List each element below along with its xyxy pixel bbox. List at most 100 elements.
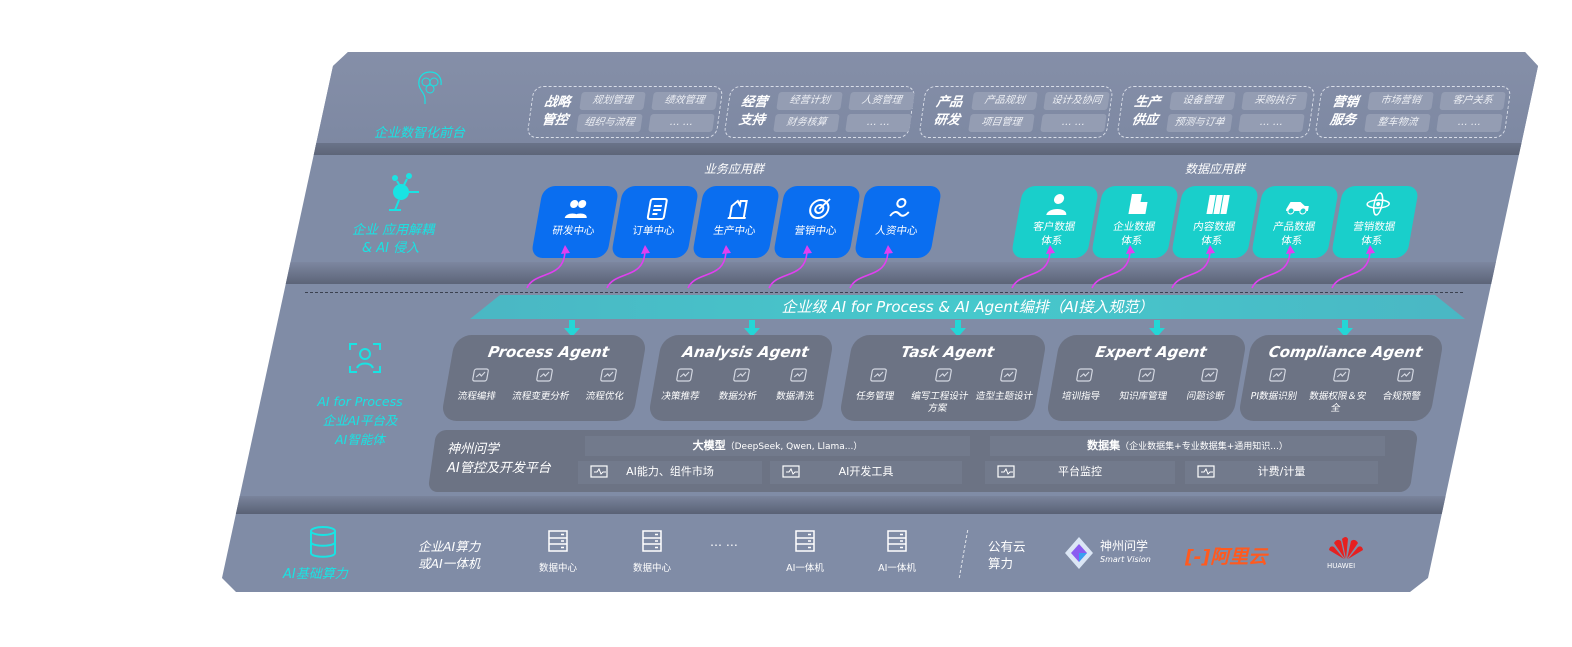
arrow-head [722,245,731,254]
platform-tool[interactable]: 计费/计量 [1185,461,1378,484]
tool-icon [1333,368,1350,382]
atom-icon [1366,192,1390,216]
business-app-card[interactable]: 订单中心 [610,186,700,258]
agent-card[interactable]: Compliance Agent PI数据识别 数据权限＆安全 合规预警 [1237,335,1445,421]
person-icon [889,198,910,217]
platform-tool[interactable]: 平台监控 [985,461,1175,484]
agent-tool[interactable]: 任务管理 [840,365,913,415]
pink-arrow [768,249,808,289]
pink-arrow [687,249,727,289]
agent-tool[interactable]: 数据权限＆安全 [1303,365,1375,415]
business-app-card[interactable]: 生产中心 [691,186,781,258]
pink-arrow [1251,249,1291,289]
orchestration-banner-text: 企业级 AI for Process & AI Agent编排（AI接入规范） [781,298,1154,316]
business-app-card[interactable]: 人资中心 [853,186,943,258]
apps-label: 企业 应用解耦 & AI 侵入 [352,223,435,256]
data-app-card[interactable]: 企业数据 体系 [1090,186,1180,258]
agent-name: Process Agent [486,343,611,361]
business-app-card[interactable]: 研发中心 [530,186,620,258]
tool-icon [536,368,553,382]
agent-tool[interactable]: 知识库管理 [1111,365,1179,403]
platform-title: 神州问学 AI管控及开发平台 [447,442,551,476]
agent-tool[interactable]: 问题诊断 [1174,365,1242,403]
teal-down-arrow [1337,320,1353,337]
decouple-node-icon [389,173,419,211]
arrow-head [1206,245,1215,254]
pink-arrow [1331,249,1371,289]
teal-down-arrow [564,320,580,337]
agent-tool[interactable]: 决策推荐 [651,365,714,403]
tool-icon [1138,368,1156,382]
platform-tool[interactable]: AI开发工具 [770,461,962,484]
user-icon [1046,194,1067,215]
teal-down-arrow [950,320,966,337]
arrow-head [561,245,570,254]
pink-arrow [1091,249,1131,289]
server-icon [548,530,568,552]
agent-tool[interactable]: 数据清洗 [766,365,829,403]
building-icon [1128,194,1148,214]
tool-icon [733,368,750,382]
dataset-bar: 数据集（企业数据集+专业数据集+通用知识...） [990,436,1385,456]
agent-name: Analysis Agent [681,343,811,361]
agent-tool[interactable]: 造型主题设计 [969,365,1042,415]
compute-node[interactable]: AI一体机 [867,530,927,574]
data-app-card[interactable]: 营销数据 体系 [1330,186,1420,258]
monitor-icon [997,465,1015,478]
arrow-head [641,245,650,254]
ai-process-label: AI for Process 企业AI平台及 AI智能体 [317,394,403,447]
agent-tool[interactable]: 数据分析 [708,365,771,403]
platform-tool[interactable]: AI能力、组件市场 [578,461,762,484]
agent-name: Task Agent [899,343,996,361]
compute-node[interactable]: 数据中心 [528,530,588,574]
agent-tool[interactable]: 流程优化 [572,365,642,403]
infra-label: AI基础算力 [283,567,348,582]
tool-icon [1269,368,1286,382]
teal-down-arrow [1149,320,1165,337]
vendor-aliyun: [-]阿里云 [1185,546,1268,568]
agent-tool[interactable]: 培训指导 [1049,365,1117,403]
agent-name: Compliance Agent [1267,343,1424,361]
tool-icon [870,368,888,382]
compute-node[interactable]: 数据中心 [622,530,682,574]
compute-node[interactable]: AI一体机 [775,530,835,574]
tool-icon [1076,368,1094,382]
factory-icon [727,199,748,219]
tool-icon [472,368,489,382]
arrow-head [1046,245,1055,254]
data-app-card[interactable]: 内容数据 体系 [1170,186,1260,258]
server-icon [642,530,662,552]
pink-arrow [526,249,566,289]
agent-tool[interactable]: PI数据识别 [1239,365,1311,415]
team-icon [564,200,587,218]
aliyun-logo-icon: [-] [1185,546,1211,568]
data-app-card[interactable]: 产品数据 体系 [1250,186,1340,258]
agent-tool[interactable]: 流程编排 [444,365,514,403]
agent-name: Expert Agent [1093,343,1209,361]
business-group-title: 业务应用群 [704,162,765,176]
data-app-card[interactable]: 客户数据 体系 [1010,186,1100,258]
database-icon [310,526,336,558]
public-cloud-label: 公有云 算力 [988,539,1026,571]
agent-card[interactable]: Process Agent 流程编排 流程变更分析 流程优化 [440,335,648,421]
tool-icon [1200,368,1218,382]
vendor-huawei: HUAWEI [1327,562,1356,570]
agent-card[interactable]: Expert Agent 培训指导 知识库管理 问题诊断 [1045,335,1248,421]
target-icon [809,198,831,219]
dev-tools-icon [782,465,800,478]
pink-arrow [849,249,889,289]
agent-tool[interactable]: 流程变更分析 [508,365,578,403]
shenzhou-wenxue-logo [1065,537,1093,569]
data-group-title: 数据应用群 [1185,162,1246,176]
agent-tool[interactable]: 编写工程设计方案 [904,365,977,415]
arrow-head [884,245,893,254]
gauge-icon [1197,465,1215,478]
agent-card[interactable]: Analysis Agent 决策推荐 数据分析 数据清洗 [647,335,835,421]
infra-ellipsis: … … [710,535,738,549]
business-app-card[interactable]: 营销中心 [772,186,862,258]
component-market-icon [590,465,608,478]
agent-tool[interactable]: 合规预警 [1367,365,1439,415]
agent-card[interactable]: Task Agent 任务管理 编写工程设计方案 造型主题设计 [838,335,1048,421]
brain-icon [418,71,442,104]
onprem-label: 企业AI算力 或AI一体机 [418,539,481,571]
